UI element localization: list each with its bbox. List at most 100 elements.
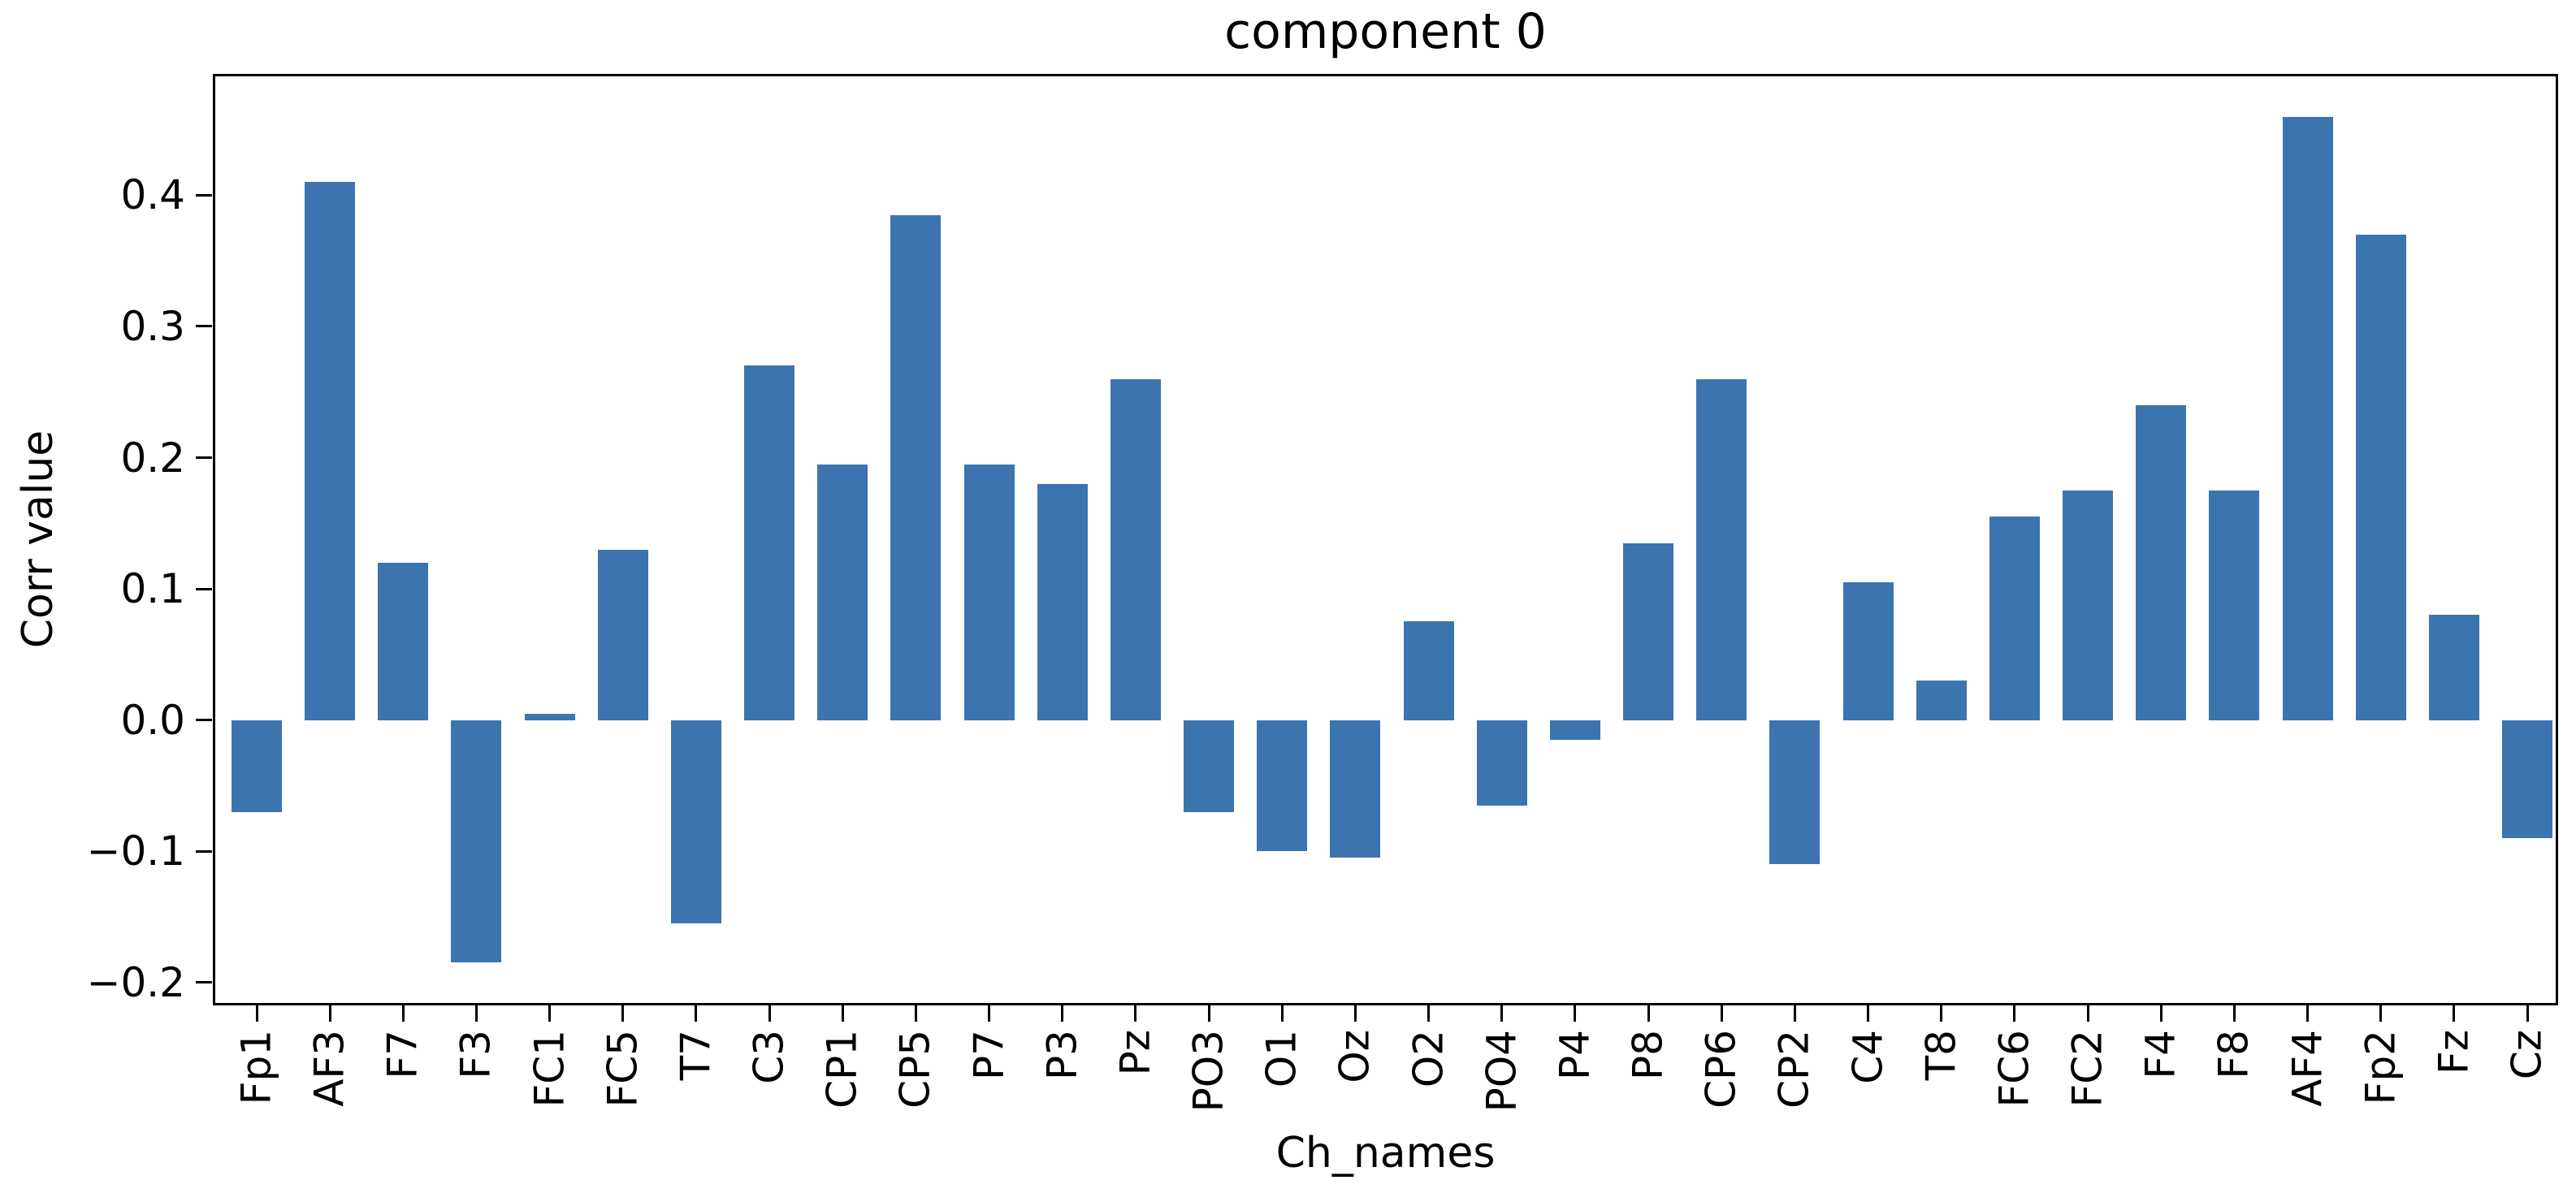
bar-Oz xyxy=(1330,720,1381,858)
x-tick-label-F8: F8 xyxy=(2210,1030,2258,1079)
x-tick-label-PO3: PO3 xyxy=(1184,1030,1232,1113)
x-tick-label-Fp2: Fp2 xyxy=(2357,1030,2405,1105)
x-tick xyxy=(1867,1005,1870,1022)
x-tick-label-F4: F4 xyxy=(2137,1030,2184,1079)
x-tick-label-T8: T8 xyxy=(1917,1030,1965,1081)
x-tick xyxy=(2453,1005,2456,1022)
x-tick xyxy=(255,1005,258,1022)
bar-FC5 xyxy=(597,549,648,720)
bar-F7 xyxy=(378,562,429,720)
y-tick xyxy=(196,587,212,590)
bar-FC6 xyxy=(1989,517,2040,720)
x-tick-label-FC5: FC5 xyxy=(599,1030,647,1108)
bar-C4 xyxy=(1842,582,1894,720)
y-tick xyxy=(196,719,212,722)
bar-C3 xyxy=(744,365,795,720)
x-axis-label: Ch_names xyxy=(1275,1129,1496,1178)
x-tick-label-T7: T7 xyxy=(672,1030,720,1081)
y-tick-label: 0.2 xyxy=(120,434,185,482)
bar-CP6 xyxy=(1696,378,1747,720)
x-tick-label-FC1: FC1 xyxy=(526,1030,574,1108)
x-tick-label-O2: O2 xyxy=(1405,1030,1453,1088)
bar-CP1 xyxy=(817,464,868,720)
bar-FC2 xyxy=(2063,490,2114,720)
y-tick-label: −0.1 xyxy=(86,828,185,875)
x-tick xyxy=(1134,1005,1137,1022)
x-tick-label-P7: P7 xyxy=(965,1030,1013,1080)
bar-O1 xyxy=(1257,720,1308,852)
y-tick xyxy=(196,981,212,984)
bar-F4 xyxy=(2136,404,2187,720)
bar-Pz xyxy=(1110,378,1161,720)
x-tick-label-FC2: FC2 xyxy=(2063,1030,2111,1108)
x-tick-label-C3: C3 xyxy=(745,1030,793,1084)
x-tick-label-O1: O1 xyxy=(1258,1030,1305,1088)
x-tick xyxy=(548,1005,552,1022)
x-tick xyxy=(1500,1005,1504,1022)
x-tick xyxy=(841,1005,844,1022)
x-tick xyxy=(1940,1005,1943,1022)
x-tick-label-P3: P3 xyxy=(1038,1030,1086,1080)
bar-AF4 xyxy=(2282,116,2333,720)
x-tick xyxy=(1793,1005,1796,1022)
x-tick xyxy=(1353,1005,1357,1022)
x-tick-label-P8: P8 xyxy=(1624,1030,1672,1080)
x-tick xyxy=(1574,1005,1577,1022)
bar-FC1 xyxy=(524,713,575,720)
x-tick-label-Fp1: Fp1 xyxy=(232,1030,280,1105)
x-tick xyxy=(401,1005,405,1022)
bar-Fz xyxy=(2428,615,2479,720)
bar-Cz xyxy=(2502,720,2552,839)
y-tick-label: 0.3 xyxy=(120,302,185,350)
bar-O2 xyxy=(1403,621,1454,720)
x-tick xyxy=(2526,1005,2529,1022)
bar-CP5 xyxy=(890,214,942,720)
x-tick-label-CP6: CP6 xyxy=(1697,1030,1745,1109)
bar-Fp1 xyxy=(232,720,282,812)
x-tick xyxy=(474,1005,478,1022)
x-tick-label-Fz: Fz xyxy=(2430,1030,2478,1075)
bar-T7 xyxy=(670,720,721,924)
x-tick xyxy=(2379,1005,2383,1022)
bar-PO4 xyxy=(1476,720,1527,806)
y-tick xyxy=(196,193,212,197)
chart-title: component 0 xyxy=(1224,3,1547,60)
x-tick xyxy=(1207,1005,1210,1022)
x-tick xyxy=(1061,1005,1064,1022)
x-tick-label-AF4: AF4 xyxy=(2284,1030,2331,1107)
x-tick-label-C4: C4 xyxy=(1844,1030,1892,1084)
x-tick xyxy=(1280,1005,1284,1022)
bar-P3 xyxy=(1037,483,1088,720)
bar-P8 xyxy=(1623,542,1674,720)
x-tick xyxy=(1647,1005,1650,1022)
x-tick-label-CP5: CP5 xyxy=(891,1030,939,1109)
x-tick xyxy=(914,1005,917,1022)
y-tick xyxy=(196,325,212,328)
x-tick xyxy=(2232,1005,2236,1022)
y-tick xyxy=(196,456,212,460)
x-tick-label-P4: P4 xyxy=(1551,1030,1599,1080)
plot-area xyxy=(213,74,2558,1005)
bar-P4 xyxy=(1549,720,1600,740)
bar-F3 xyxy=(451,720,502,963)
x-tick-label-Pz: Pz xyxy=(1111,1030,1159,1076)
y-tick-label: 0.0 xyxy=(120,696,185,744)
x-tick-label-PO4: PO4 xyxy=(1478,1030,1526,1113)
bar-P7 xyxy=(963,464,1015,720)
bar-F8 xyxy=(2209,490,2260,720)
x-tick xyxy=(1427,1005,1431,1022)
x-tick-label-AF3: AF3 xyxy=(305,1030,353,1107)
y-tick xyxy=(196,849,212,853)
x-tick-label-CP2: CP2 xyxy=(1770,1030,1818,1109)
bar-T8 xyxy=(1916,681,1967,720)
x-tick xyxy=(621,1005,625,1022)
x-tick-label-F3: F3 xyxy=(452,1030,500,1079)
x-tick-label-FC6: FC6 xyxy=(1990,1030,2038,1108)
y-tick-label: −0.2 xyxy=(86,958,185,1006)
x-tick-label-Cz: Cz xyxy=(2503,1030,2551,1080)
x-tick-label-CP1: CP1 xyxy=(818,1030,866,1109)
x-tick-label-F7: F7 xyxy=(379,1030,426,1079)
bar-CP2 xyxy=(1769,720,1821,865)
x-tick-label-Oz: Oz xyxy=(1331,1030,1379,1083)
